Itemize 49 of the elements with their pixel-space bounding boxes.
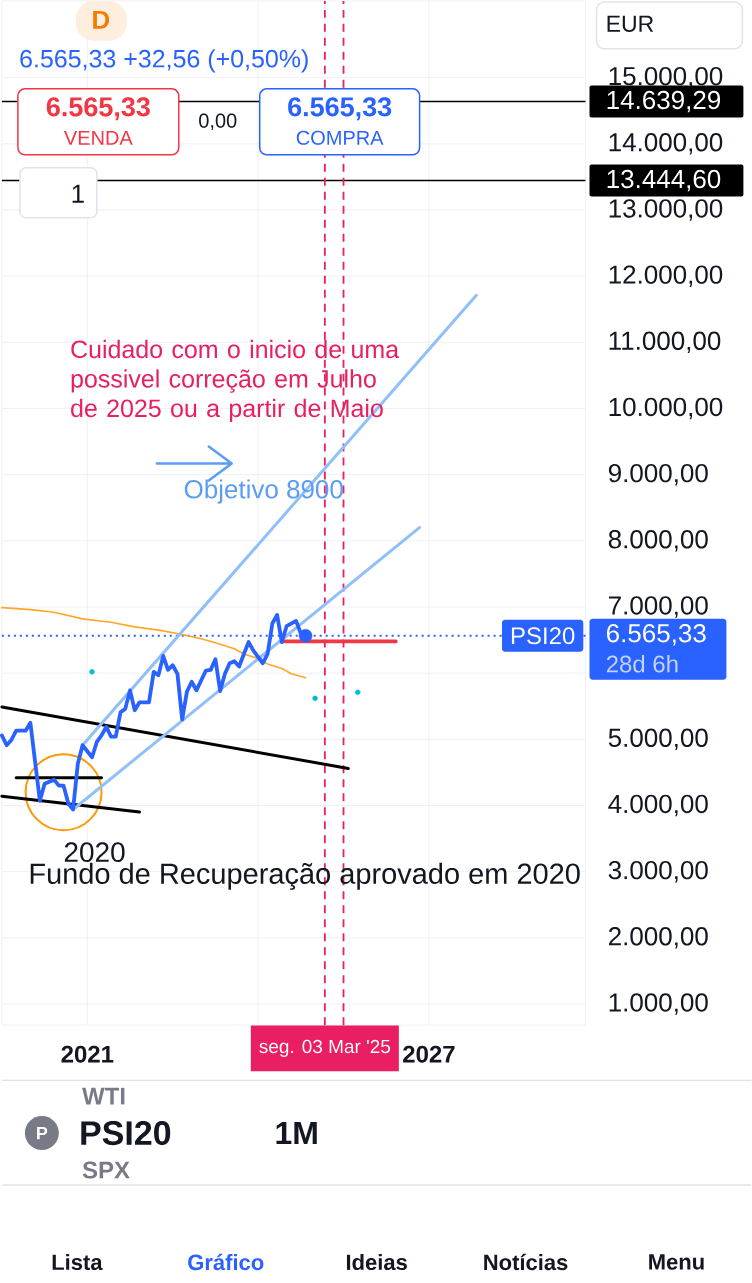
ref-line-label: seg. 03 Mar '25 <box>259 1039 390 1057</box>
y-tick-label: 1.000,00 <box>609 993 708 1015</box>
text: Gráfico <box>188 1253 264 1271</box>
annotation: 2020 <box>64 842 125 863</box>
annotation: Cuidado com o inicio de uma possivel correção em Julho de 2025 ou a partir de Maio <box>71 339 400 423</box>
text: WTI <box>82 1087 125 1105</box>
text: SPX <box>82 1161 130 1179</box>
text: P <box>37 1126 48 1140</box>
y-tick-label: 8.000,00 <box>608 530 708 552</box>
y-tick-label: 2.000,00 <box>608 927 708 949</box>
y-tick-label: 10.000,00 <box>609 397 723 420</box>
annotation: 0,00 <box>199 113 237 131</box>
point <box>312 695 318 701</box>
y-tick-label: 12.000,00 <box>609 265 723 287</box>
y-tick-label: 5.000,00 <box>608 728 708 751</box>
ref-line-label: 6.565,33 <box>606 624 706 646</box>
x-tick-label: 2021 <box>61 1045 114 1063</box>
y-tick-label: 15.000,00 <box>609 66 723 89</box>
text: 1M <box>276 1122 317 1145</box>
annotation: COMPRA <box>296 130 384 145</box>
text: EUR <box>607 15 654 32</box>
annotation: 1 <box>72 184 84 203</box>
y-tick-label: 3.000,00 <box>608 860 708 883</box>
y-tick-label: 13.000,00 <box>609 199 723 221</box>
text: 6.565,33 +32,56 (+0,50%) <box>20 49 308 73</box>
y-tick-label: 7.000,00 <box>608 596 708 618</box>
annotation: 6.565,33 <box>46 97 150 121</box>
y-tick-label: 14.000,00 <box>609 133 723 155</box>
text: PSI20 <box>511 627 575 645</box>
annotation: 6.565,33 <box>288 97 392 121</box>
text: PSI20 <box>81 1121 171 1146</box>
text: Menu <box>649 1254 704 1270</box>
point <box>298 629 313 643</box>
y-tick-label: 11.000,00 <box>609 331 721 354</box>
text: Notícias <box>484 1253 568 1271</box>
ref-line-label: 13.444,60 <box>607 169 721 192</box>
text: Ideias <box>346 1253 407 1271</box>
text: 28d 6h <box>606 654 678 673</box>
annotation: Fundo de Recuperação aprovado em 2020 <box>30 862 580 890</box>
y-tick-label: 9.000,00 <box>608 463 708 486</box>
annotation: VENDA <box>63 130 133 145</box>
ref-line-label: 14.639,29 <box>607 90 720 113</box>
point <box>89 669 95 675</box>
x-tick-label: 2027 <box>403 1045 455 1063</box>
y-tick-label: 4.000,00 <box>608 794 708 817</box>
annotation: D <box>93 10 110 29</box>
point <box>354 689 361 696</box>
text: Lista <box>52 1253 103 1271</box>
line-series <box>1 606 307 679</box>
